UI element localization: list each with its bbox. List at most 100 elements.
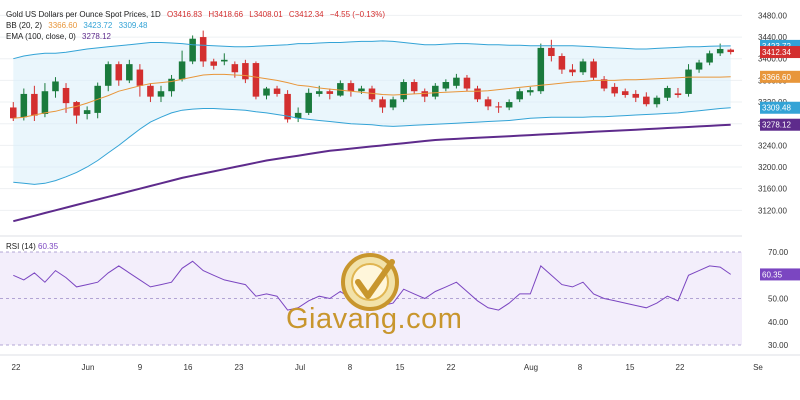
candle-body	[716, 48, 724, 54]
candle-body	[10, 107, 17, 119]
candle-body	[231, 64, 239, 73]
candle-body	[104, 64, 112, 86]
candle-body	[31, 93, 38, 116]
bb-upper-line	[13, 40, 731, 60]
bb-basis-badge-bg	[760, 70, 800, 83]
price-tick-label: 3400.00	[758, 55, 787, 64]
candle-body	[52, 81, 59, 92]
candle-body	[263, 88, 270, 96]
candle-body	[432, 85, 439, 97]
candle-body	[695, 62, 703, 70]
candle-body	[168, 78, 175, 92]
candle-body	[147, 85, 154, 97]
candle-body	[62, 87, 70, 104]
candle-body	[326, 91, 334, 94]
price-tick-label: 3240.00	[758, 141, 787, 150]
candle-body	[643, 96, 650, 105]
candle-body	[210, 61, 218, 66]
bb-upper-value: 3423.72	[83, 21, 113, 30]
ema-legend: EMA (100, close, 0) 3278.12	[6, 31, 115, 42]
candle-body	[685, 69, 692, 94]
candle-body	[136, 69, 144, 86]
price-lines	[13, 40, 731, 223]
last-price-badge-bg	[760, 46, 800, 59]
ema-badge-bg	[760, 118, 800, 131]
candle-body	[621, 91, 629, 96]
candle-body	[548, 47, 555, 57]
x-tick-label: 8	[578, 363, 583, 372]
low-value: L3408.01	[249, 10, 283, 19]
bollinger-band-fill	[13, 40, 731, 185]
candle-body	[632, 93, 640, 98]
candle-body	[442, 82, 450, 89]
x-tick-label: 23	[235, 363, 244, 372]
ema-label: EMA (100, close, 0)	[6, 32, 76, 41]
bb-lower-line	[13, 107, 731, 185]
rsi-value: 60.35	[38, 242, 59, 251]
bb-basis-value: 3366.60	[48, 21, 78, 30]
candle-body	[653, 97, 661, 105]
candle-body	[484, 99, 492, 107]
candle-body	[379, 99, 386, 108]
candle-body	[516, 91, 523, 100]
bb-basis-line	[13, 73, 731, 119]
candle-body	[20, 93, 28, 118]
rsi-label: RSI (14)	[6, 242, 36, 251]
candle-body	[189, 38, 196, 62]
change-value: −4.55 (−0.13%)	[329, 10, 385, 19]
rsi-tick-label: 40.00	[768, 318, 789, 327]
candle-body	[664, 87, 671, 98]
candle-body	[199, 37, 207, 62]
candle-body	[115, 64, 123, 81]
bb-basis-badge-text: 3366.60	[762, 73, 791, 82]
x-axis: 22 Jun 9 16 23 Jul 8 15 22 Aug 8 15 22 Se	[12, 363, 764, 372]
ema-line	[13, 123, 731, 223]
open-value: O3416.83	[166, 10, 203, 19]
candle-body	[252, 63, 260, 97]
bb-lower-badge-text: 3309.48	[762, 104, 791, 113]
close-value: C3412.34	[288, 10, 324, 19]
x-tick-label: 22	[676, 363, 685, 372]
candle-body	[273, 88, 281, 94]
rsi-badge-bg	[760, 268, 800, 281]
candle-body	[495, 106, 502, 108]
candle-body	[558, 56, 566, 70]
candle-body	[600, 79, 608, 89]
candle-body	[337, 83, 344, 96]
price-tick-label: 3480.00	[758, 11, 787, 20]
symbol-title: Gold US Dollars per Ounce Spot Prices, 1…	[6, 10, 161, 19]
candle-body	[579, 61, 587, 73]
rsi-legend: RSI (14) 60.35	[6, 242, 58, 251]
candle-body	[41, 91, 49, 114]
candle-body	[590, 61, 597, 78]
candle-body	[305, 92, 312, 113]
candle-body	[284, 93, 291, 120]
x-tick-label: Se	[753, 363, 763, 372]
rsi-badge-text: 60.35	[762, 270, 783, 279]
high-value: H3418.66	[208, 10, 244, 19]
x-tick-label: 9	[138, 363, 143, 372]
candle-body	[358, 88, 365, 92]
watermark-logo	[341, 253, 399, 311]
candle-body	[611, 86, 618, 94]
rsi-tick-label: 50.00	[768, 295, 789, 304]
candle-body	[347, 83, 355, 92]
candle-body	[421, 91, 429, 97]
candle-body	[83, 110, 91, 114]
candle-body	[526, 90, 534, 93]
candle-body	[674, 93, 682, 96]
candle-body	[474, 88, 481, 100]
bb-legend: BB (20, 2) 3366.60 3423.72 3309.48	[6, 20, 151, 31]
candle-body	[453, 77, 460, 86]
x-tick-label: Jun	[82, 363, 95, 372]
watermark-text: Giavang.com	[286, 303, 463, 335]
candle-body	[400, 82, 407, 100]
x-tick-label: Jul	[295, 363, 305, 372]
x-tick-label: 8	[348, 363, 353, 372]
x-tick-label: 15	[396, 363, 405, 372]
candle-body	[73, 102, 80, 116]
candle-body	[537, 47, 545, 92]
x-tick-label: Aug	[524, 363, 538, 372]
